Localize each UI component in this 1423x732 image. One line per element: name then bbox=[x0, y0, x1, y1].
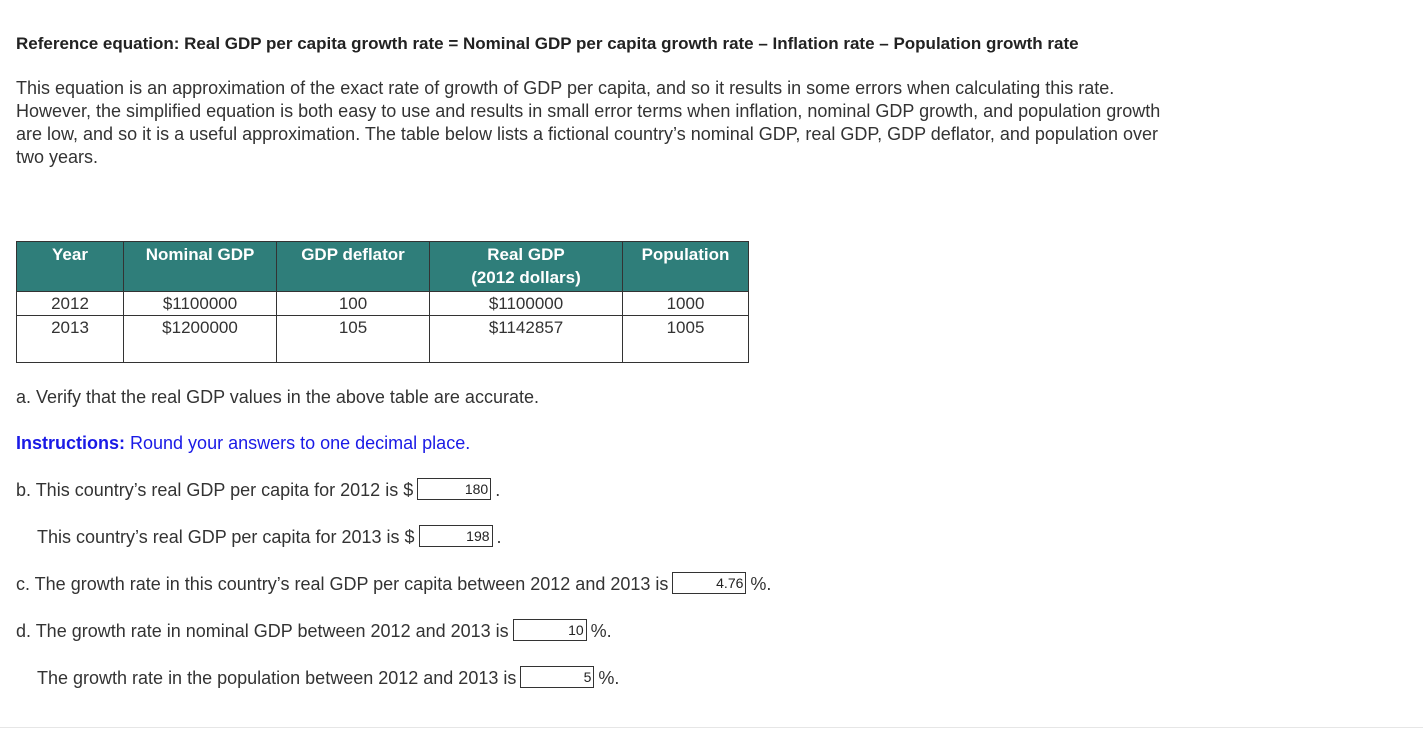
question-c-text: c. The growth rate in this country’s rea… bbox=[16, 574, 669, 594]
cell-gdp-deflator: 100 bbox=[276, 291, 430, 316]
question-b1-suffix: . bbox=[495, 480, 501, 500]
question-c-suffix: %. bbox=[750, 574, 772, 594]
cell-population: 1000 bbox=[622, 291, 749, 316]
header-population: Population bbox=[622, 241, 749, 292]
question-b1-text: b. This country’s real GDP per capita fo… bbox=[16, 480, 414, 500]
header-year: Year bbox=[16, 241, 124, 292]
cell-nominal-gdp: $1100000 bbox=[123, 291, 277, 316]
cell-real-gdp: $1100000 bbox=[429, 291, 623, 316]
instructions: Instructions: Round your answers to one … bbox=[16, 432, 470, 455]
answer-field-b2[interactable]: 198 bbox=[418, 525, 493, 548]
header-gdp-deflator: GDP deflator bbox=[276, 241, 430, 292]
instructions-label: Instructions: bbox=[16, 433, 126, 453]
answer-field-d1[interactable]: 10 bbox=[512, 619, 587, 642]
cell-population: 1005 bbox=[622, 315, 749, 363]
question-b2-text: This country’s real GDP per capita for 2… bbox=[37, 527, 415, 547]
question-d2: The growth rate in the population betwee… bbox=[37, 666, 620, 690]
table-row: 2012 $1100000 100 $1100000 1000 bbox=[16, 291, 749, 316]
cell-year: 2012 bbox=[16, 291, 124, 316]
question-b2: This country’s real GDP per capita for 2… bbox=[37, 525, 502, 549]
question-b2-suffix: . bbox=[496, 527, 502, 547]
gdp-table: Year Nominal GDP GDP deflator Real GDP (… bbox=[16, 241, 749, 363]
question-d1-text: d. The growth rate in nominal GDP betwee… bbox=[16, 621, 509, 641]
question-b1: b. This country’s real GDP per capita fo… bbox=[16, 478, 501, 502]
question-d1-suffix: %. bbox=[590, 621, 612, 641]
answer-field-d2[interactable]: 5 bbox=[520, 666, 595, 689]
question-d2-suffix: %. bbox=[598, 668, 620, 688]
header-real-gdp: Real GDP (2012 dollars) bbox=[429, 241, 623, 292]
header-nominal-gdp: Nominal GDP bbox=[123, 241, 277, 292]
intro-paragraph: This equation is an approximation of the… bbox=[16, 78, 1161, 167]
header-real-gdp-line2: (2012 dollars) bbox=[471, 268, 581, 287]
question-c: c. The growth rate in this country’s rea… bbox=[16, 572, 772, 596]
cell-real-gdp: $1142857 bbox=[429, 315, 623, 363]
problem-intro: Reference equation: Real GDP per capita … bbox=[16, 32, 1186, 169]
cell-gdp-deflator: 105 bbox=[276, 315, 430, 363]
table-row: 2013 $1200000 105 $1142857 1005 bbox=[16, 315, 749, 363]
header-real-gdp-line1: Real GDP bbox=[487, 245, 565, 264]
table-header-row: Year Nominal GDP GDP deflator Real GDP (… bbox=[16, 241, 749, 292]
question-a: a. Verify that the real GDP values in th… bbox=[16, 387, 539, 407]
question-d1: d. The growth rate in nominal GDP betwee… bbox=[16, 619, 612, 643]
cell-year: 2013 bbox=[16, 315, 124, 363]
reference-equation: Reference equation: Real GDP per capita … bbox=[16, 34, 1079, 53]
question-d2-text: The growth rate in the population betwee… bbox=[37, 668, 517, 688]
instructions-text: Round your answers to one decimal place. bbox=[125, 433, 471, 453]
cell-nominal-gdp: $1200000 bbox=[123, 315, 277, 363]
answer-field-c[interactable]: 4.76 bbox=[672, 572, 747, 595]
bottom-divider bbox=[0, 727, 1423, 728]
answer-field-b1[interactable]: 180 bbox=[417, 478, 492, 501]
